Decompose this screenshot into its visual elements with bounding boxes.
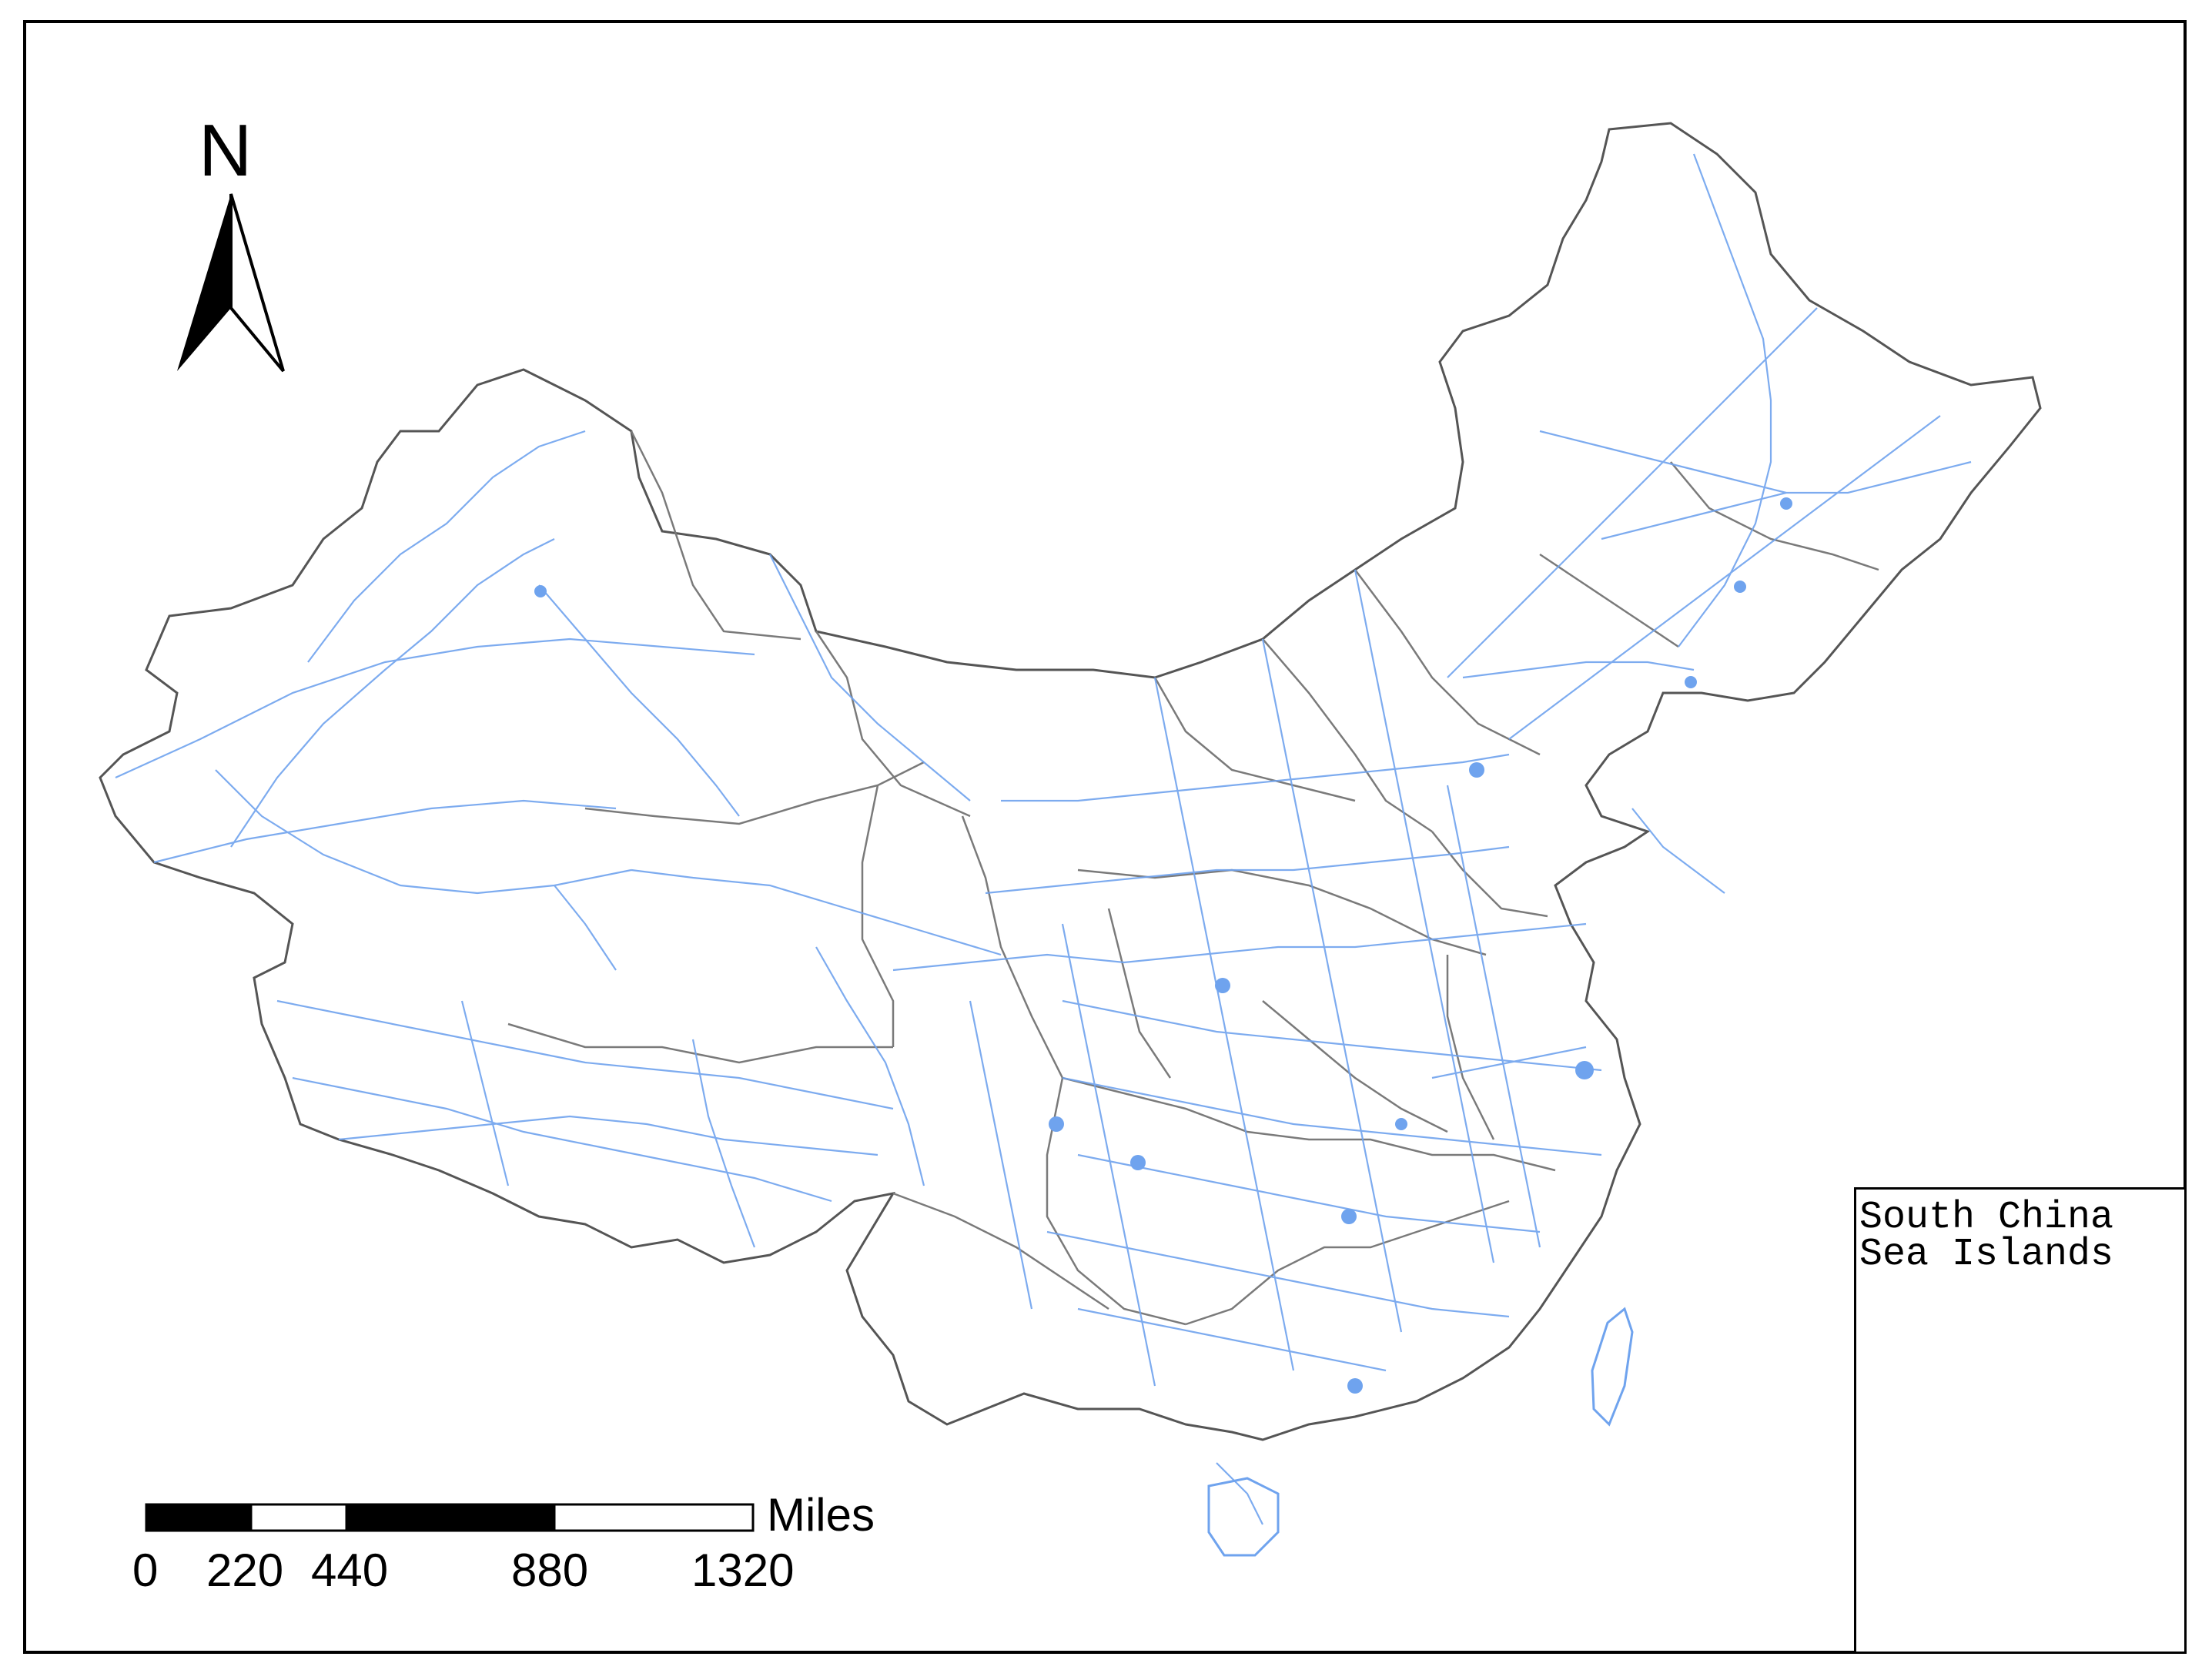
scale-tick-0: 0 [132, 1544, 159, 1596]
inset-title-line-2: Sea Islands [1859, 1233, 2114, 1277]
scale-tick-440: 440 [311, 1544, 389, 1596]
road-network [115, 153, 1972, 1525]
scale-tick-880: 880 [511, 1544, 589, 1596]
scale-bar [145, 1503, 755, 1532]
hainan-island [1207, 1477, 1280, 1557]
north-arrow-label: N [199, 109, 253, 192]
inset-title-line-1: South China [1859, 1196, 2114, 1240]
scale-tick-220: 220 [206, 1544, 284, 1596]
scale-unit-label: Miles [767, 1489, 875, 1541]
map-frame [23, 20, 2187, 1654]
taiwan-island [1591, 1307, 1634, 1427]
country-outline [99, 122, 2042, 1441]
road-hubs [534, 497, 1792, 1394]
scale-tick-1320: 1320 [691, 1544, 795, 1596]
province-borders [507, 430, 1879, 1326]
south-china-sea-inset: South China Sea Islands [1854, 1187, 2187, 1654]
north-arrow-icon [177, 193, 285, 373]
